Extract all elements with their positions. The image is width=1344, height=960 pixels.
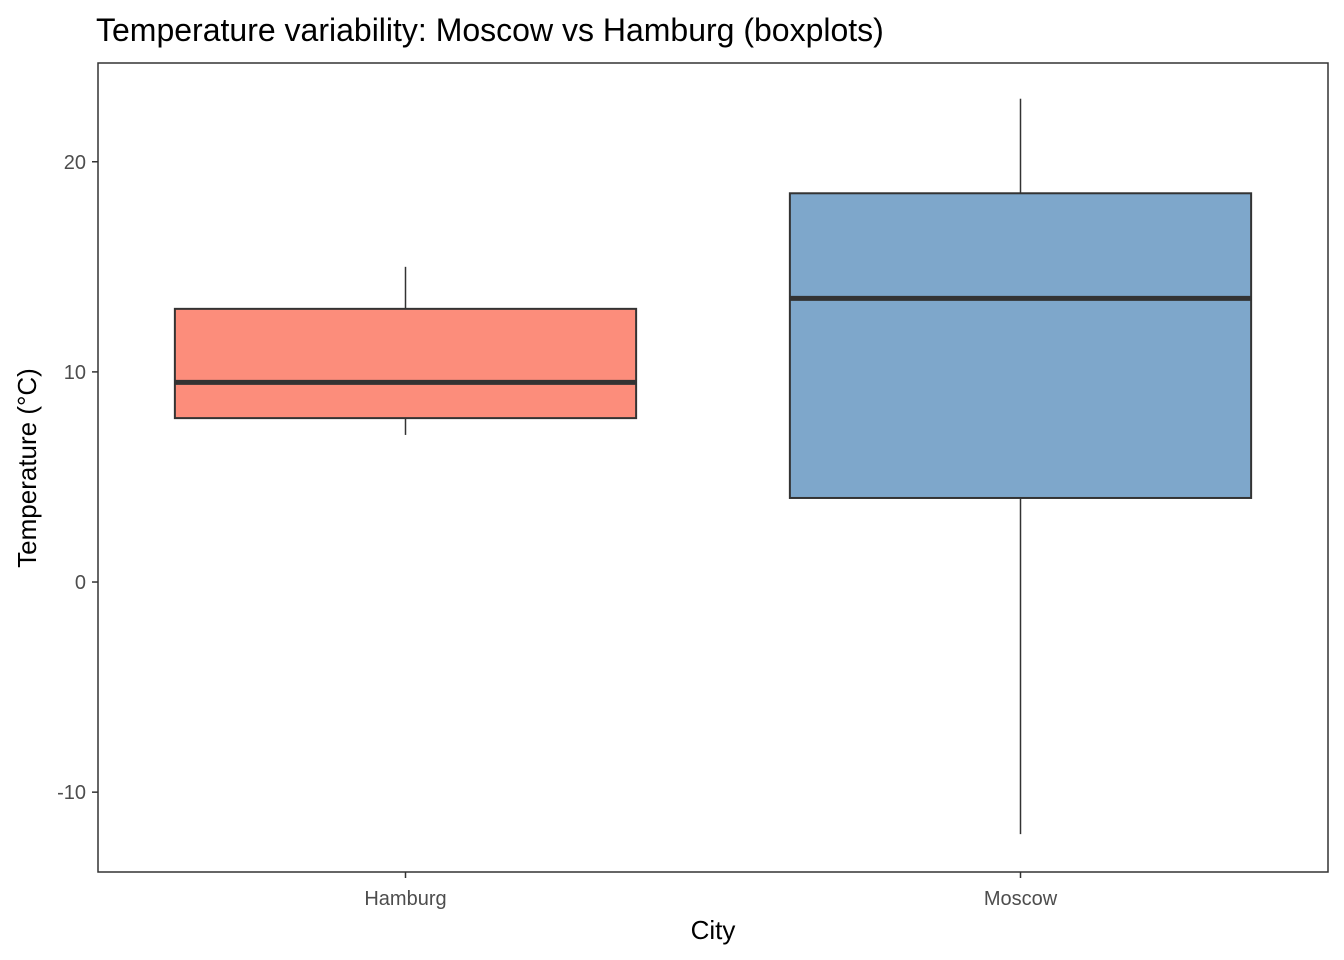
chart-title: Temperature variability: Moscow vs Hambu… — [96, 12, 884, 48]
x-tick-label: Moscow — [984, 888, 1058, 910]
box-hamburg — [173, 307, 638, 420]
plot-marks: -10 0 10 20 Hamburg Moscow — [57, 98, 1253, 910]
y-tick-label: 0 — [75, 572, 86, 594]
y-tick-label: -10 — [57, 782, 86, 804]
y-tick-label: 10 — [64, 362, 86, 384]
y-tick-label: 20 — [64, 152, 86, 174]
y-axis-title: Temperature (°C) — [12, 368, 42, 568]
panel-border — [97, 62, 1329, 873]
x-axis-title: City — [691, 915, 736, 945]
x-tick-label: Hamburg — [364, 888, 446, 910]
box-moscow — [788, 192, 1253, 499]
